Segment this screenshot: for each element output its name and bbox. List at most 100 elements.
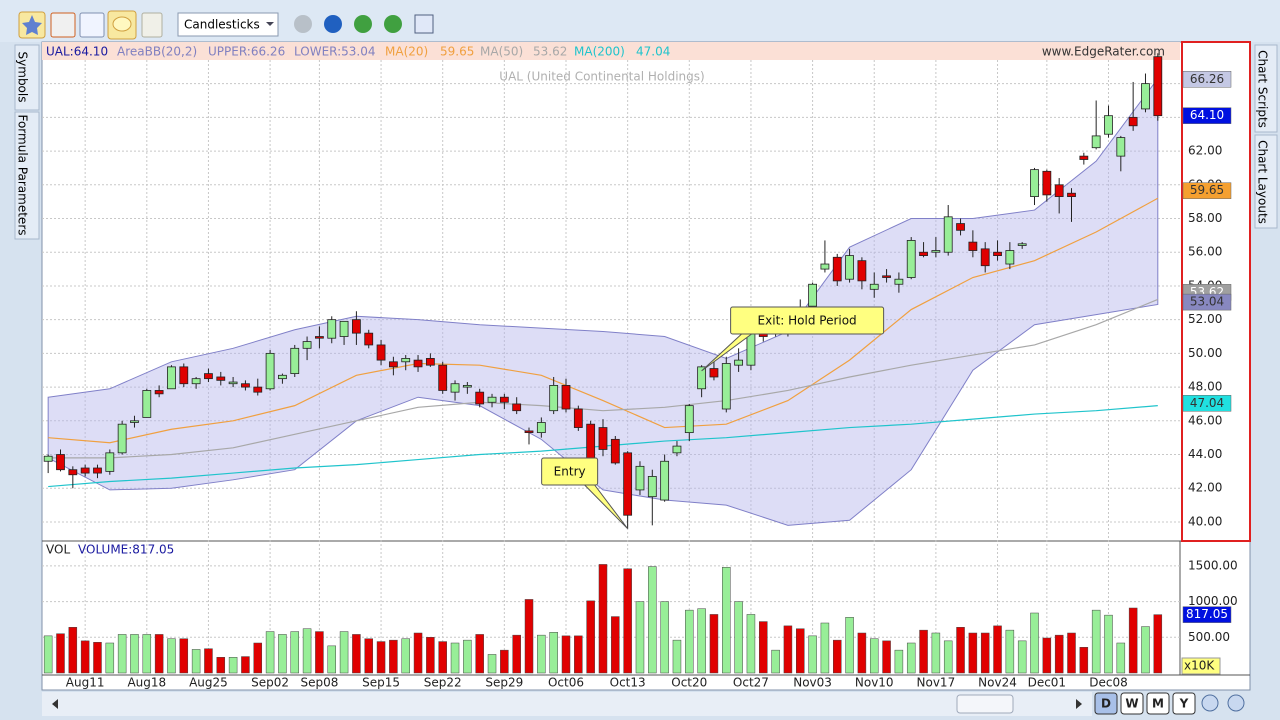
volume-bar [648,566,657,674]
candle-body [1104,115,1113,135]
volume-bar [574,635,583,674]
volume-bar [389,639,398,674]
candle-body [1153,56,1163,117]
chart-title: UAL (United Continental Holdings) [499,70,704,84]
volume-bar [746,614,756,674]
volume-bar [734,601,743,674]
volume-bar [537,634,546,674]
volume-bar [857,632,867,674]
legend-name: MA(50) [480,45,523,59]
y-tick-label: 46.00 [1188,413,1222,427]
volume-bar [980,632,990,674]
volume-bar [808,635,817,674]
legend-name: MA(20) [385,45,428,59]
volume-bar [43,635,53,674]
candle-body [1017,243,1027,246]
candle-body [1128,116,1138,127]
list-button[interactable] [141,12,163,38]
scrollbar[interactable] [42,692,1092,716]
volume-bar [315,631,324,674]
x-tick-label: Nov10 [855,676,894,690]
candle-body [425,358,435,366]
remove-button[interactable] [384,15,402,33]
price-tag-text: 66.26 [1190,72,1224,86]
y-tick-label: 40.00 [1188,514,1222,528]
candle-body [857,260,867,282]
window-button[interactable] [414,14,434,34]
down-button[interactable] [324,15,342,33]
volume-bar [685,609,694,674]
price-tag-text: 59.65 [1190,183,1224,197]
up-button[interactable] [294,15,312,33]
compare-button[interactable] [79,12,105,38]
candle-body [117,423,127,454]
candle-body [660,460,670,501]
volume-bar [327,645,336,674]
candle-body [56,454,65,471]
volume-bar [339,631,349,674]
y-tick-label: 1500.00 [1188,558,1238,572]
volume-bar [845,617,854,674]
price-tag-text: 64.10 [1190,108,1224,122]
volume-bar [783,625,793,674]
volume-bar [1128,607,1138,674]
left-tab[interactable] [14,44,40,111]
candle-body [524,430,534,434]
x-tick-label: Sep15 [362,676,400,690]
volume-bar [820,622,830,674]
zoom-in[interactable] [1201,694,1219,712]
right-tab[interactable] [1254,44,1278,133]
candle-body [265,352,275,390]
volume-bar [709,614,719,674]
period-button[interactable] [1120,692,1144,715]
period-button[interactable] [1146,692,1170,715]
x-tick-label: Sep29 [485,676,523,690]
candle-body [943,216,953,253]
right-tab[interactable] [1254,134,1278,229]
volume-bar [154,634,164,674]
period-button[interactable] [1172,692,1196,715]
period-button[interactable] [1094,692,1118,715]
callout-text: Entry [554,465,586,479]
volume-bar [968,632,978,674]
x-tick-label: Nov03 [793,676,832,690]
volume-bar [1091,609,1101,674]
y-tick-label: 50.00 [1188,346,1222,360]
scroll-right[interactable] [1076,699,1082,709]
volume-bar [204,648,213,674]
calendar-button[interactable] [50,12,76,38]
price-tag [1182,182,1232,199]
candle-body [697,366,707,390]
candle-body [1067,192,1076,197]
volume-bar [179,638,189,674]
volume-bar [894,649,904,674]
volume-bar [1067,632,1076,674]
x-tick-label: Sep22 [424,676,462,690]
unit-box [1181,657,1221,675]
volume-bar [882,640,891,674]
candle-body [154,390,164,395]
candle-body [241,383,250,388]
candle-body [598,427,608,450]
x-tick-label: Nov24 [978,676,1017,690]
y-tick-label: 52.00 [1188,312,1222,326]
candle-body [487,396,497,403]
right-tab-text: Chart Layouts [1256,140,1270,224]
volume-bar [586,600,595,674]
volume-bar [500,649,509,674]
candle-body [290,347,300,375]
candle-body [216,376,226,381]
note-icon [112,16,132,32]
candle-body [549,385,559,412]
candle-body [1079,155,1089,160]
add-button[interactable] [354,15,372,33]
scroll-left[interactable] [52,699,58,709]
volume-bar [919,629,928,674]
chart-style-select[interactable] [177,12,279,37]
volume-bar [278,634,287,674]
scroll-thumb[interactable] [956,694,1014,714]
left-tab[interactable] [14,111,40,240]
candle-body [919,251,928,256]
zoom-out[interactable] [1227,694,1245,712]
x-tick-label: Aug18 [127,676,166,690]
